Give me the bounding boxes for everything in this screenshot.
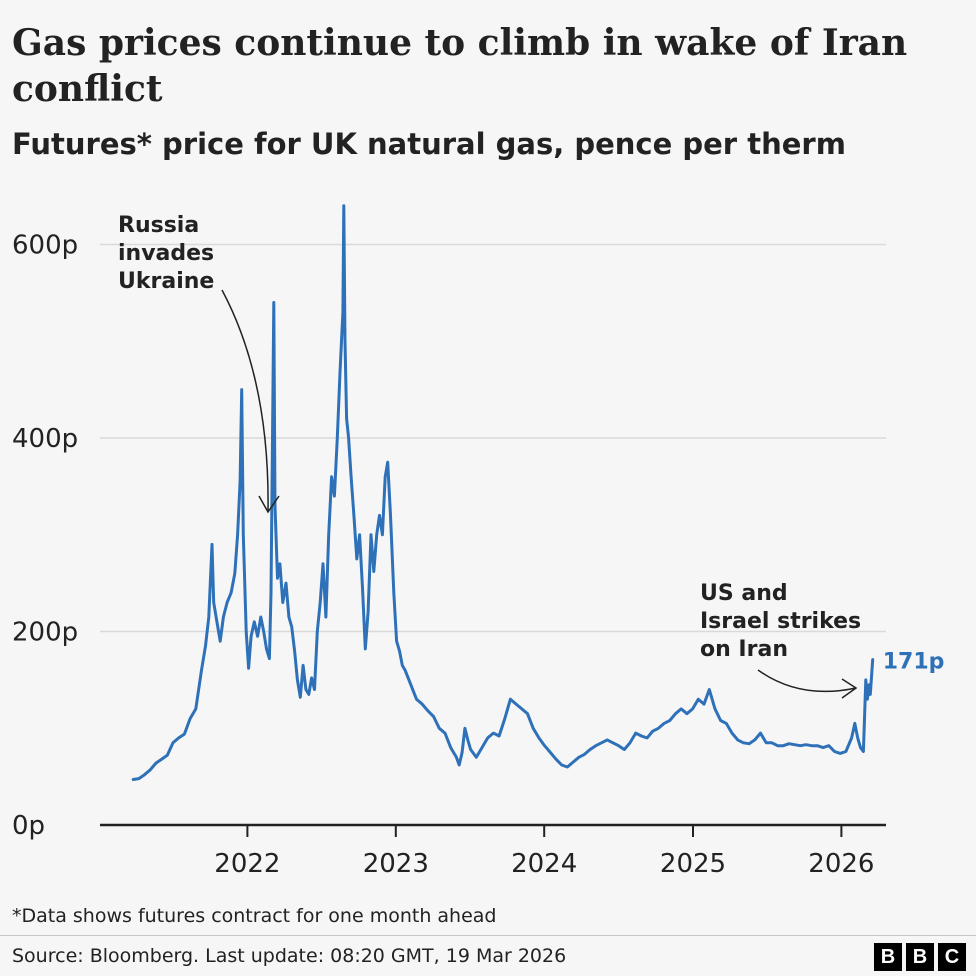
- x-tick-label: 2026: [808, 849, 874, 879]
- annotation-text: on Iran: [700, 637, 788, 662]
- x-tick-label: 2024: [511, 849, 577, 879]
- annotation-text: invades: [118, 241, 214, 266]
- y-tick-label: 200p: [12, 618, 78, 648]
- annotation-arrowhead: [841, 678, 858, 699]
- bbc-logo-letter: B: [874, 943, 902, 971]
- y-tick-label: 600p: [12, 231, 78, 261]
- bbc-logo-letter: C: [938, 943, 966, 971]
- y-axis-labels: 0p 200p 400p 600p: [12, 231, 78, 842]
- annotation-text: US and: [700, 581, 788, 606]
- annotations: Russia invades Ukraine US and Israel strikes…: [118, 213, 861, 699]
- annotation: Russia invades Ukraine: [118, 213, 280, 514]
- x-tick-label: 2023: [363, 849, 429, 879]
- annotation-text: Russia: [118, 213, 199, 238]
- gridlines: [100, 243, 886, 633]
- annotation-arrowhead: [258, 495, 280, 514]
- chart-title: Gas prices continue to climb in wake of …: [12, 22, 908, 110]
- bbc-logo: B B C: [874, 943, 966, 971]
- y-tick-label: 0p: [12, 811, 45, 841]
- y-tick-label: 400p: [12, 424, 78, 454]
- series-layer: 171p: [131, 204, 945, 781]
- annotation-text: Ukraine: [118, 269, 214, 294]
- source-line: Source: Bloomberg. Last update: 08:20 GM…: [12, 945, 567, 967]
- series-line: [131, 204, 875, 781]
- annotation: US and Israel strikes on Iran: [700, 581, 861, 699]
- footer-divider: [0, 935, 976, 936]
- x-tick-label: 2022: [214, 849, 280, 879]
- x-axis: 2022 2023 2024 2025 2026: [100, 823, 886, 879]
- bbc-logo-letter: B: [906, 943, 934, 971]
- x-tick-label: 2025: [660, 849, 726, 879]
- annotation-text: Israel strikes: [700, 609, 861, 634]
- chart-subtitle: Futures* price for UK natural gas, pence…: [12, 127, 846, 161]
- footnote: *Data shows futures contract for one mon…: [12, 905, 497, 927]
- annotation-arrow: [757, 669, 857, 693]
- end-value-label: 171p: [883, 650, 945, 675]
- annotation-arrow: [221, 289, 269, 513]
- gas-price-line-chart: 0p 200p 400p 600p 2022 2023 2024 2025 2026 171p…: [12, 204, 945, 879]
